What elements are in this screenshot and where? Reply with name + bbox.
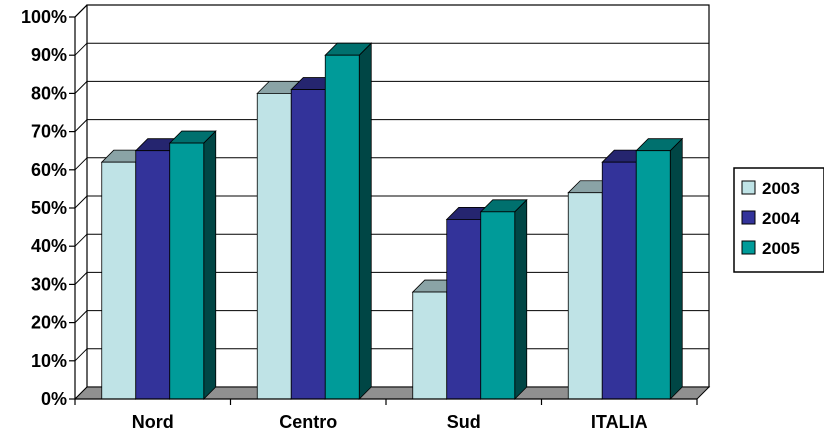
bar-side (669, 137, 683, 400)
gridline-side (74, 310, 88, 323)
y-tick-label: 100% (21, 7, 67, 27)
y-tick-label: 80% (31, 83, 67, 103)
gridline-side (74, 233, 88, 247)
legend-label: 2005 (762, 239, 800, 258)
legend-label: 2003 (762, 179, 800, 198)
y-axis-depth (74, 4, 88, 18)
y-tick-label: 60% (31, 160, 67, 180)
bar-front (290, 89, 326, 400)
gridline-side (74, 195, 88, 209)
legend-swatch-2004 (741, 210, 756, 225)
x-category-label: Sud (447, 412, 481, 432)
gridline-side (74, 119, 88, 132)
bar-front (135, 150, 171, 400)
y-tick-label: 30% (31, 274, 67, 294)
y-tick-label: 70% (31, 122, 67, 142)
legend: 2003 2004 2005 (733, 167, 824, 273)
bar-front (480, 211, 516, 400)
bar-front (101, 161, 137, 400)
bar-front (256, 93, 292, 400)
bar-front (412, 291, 448, 400)
y-tick-label: 90% (31, 45, 67, 65)
x-category-label: ITALIA (591, 412, 648, 432)
legend-label: 2004 (762, 209, 800, 228)
bar-italia-2005 (635, 137, 684, 400)
gridline-side (74, 81, 88, 94)
axes (69, 4, 698, 405)
bar-sud-2005 (479, 198, 528, 400)
legend-swatch-2003 (741, 180, 756, 195)
bar-side (203, 130, 217, 400)
gridline-side (74, 157, 88, 171)
bar-nord-2005 (168, 130, 217, 400)
y-tick-label: 20% (31, 313, 67, 333)
bar-front (567, 192, 603, 400)
gridline-side (74, 348, 88, 362)
x-category-labels: Nord Centro Sud ITALIA (132, 412, 648, 432)
bar-front (446, 219, 482, 400)
bar-front (635, 150, 671, 400)
legend-swatch-2005 (741, 240, 756, 255)
gridline-side (74, 272, 88, 285)
bar-front (169, 142, 205, 400)
bars (100, 42, 684, 400)
bar-front (324, 54, 360, 400)
x-category-label: Centro (279, 412, 337, 432)
bar-centro-2005 (324, 42, 373, 400)
y-tick-label: 50% (31, 198, 67, 218)
gridline-side (74, 42, 88, 56)
bar-front (601, 161, 637, 400)
y-tick-label: 10% (31, 351, 67, 371)
bar-side (358, 42, 372, 400)
y-tick-label: 40% (31, 236, 67, 256)
x-category-label: Nord (132, 412, 174, 432)
bar-side (514, 198, 528, 400)
y-tick-label: 0% (41, 389, 67, 409)
y-tick-labels: 0% 10% 20% 30% 40% 50% 60% 70% 80% 90% 100% (21, 7, 67, 409)
